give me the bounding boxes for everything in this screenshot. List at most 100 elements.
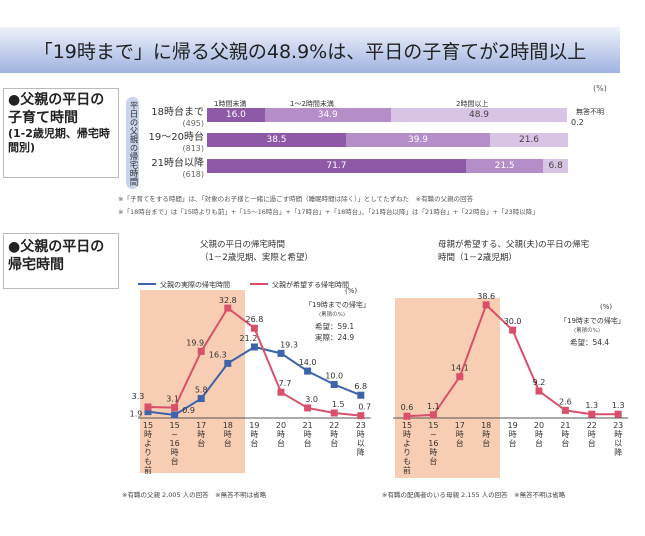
data-label: 14.0 [299,358,317,367]
data-label: 5.8 [195,386,208,395]
footnote: ※有職の配偶者のいる母親 2,155 人の回答 ※無答不明は省略 [382,490,566,499]
data-point [588,410,596,418]
x-tick-label: 15 時よりも前 [143,421,153,475]
stacked-bar: 16.0 34.9 48.9 [207,108,568,122]
bar-segment: 38.5 [207,133,346,147]
data-point [482,301,490,309]
data-label: 0.7 [358,403,371,412]
data-label: 16.3 [209,350,227,359]
data-point [509,326,517,334]
bar-segment: 71.7 [207,159,466,173]
data-point [561,406,569,414]
data-label: 3.3 [132,392,145,401]
sample-count: (495) [182,119,204,128]
legend-item: 1時間未満 [214,100,247,108]
data-label: 1.5 [332,400,345,409]
father-return-chart: 父親の平日の帰宅時間 （1－2歳児期、実際と希望） 15 時よりも前 15 ~16 時台 17… [122,239,371,499]
annotation-sub: (累積の%) [574,326,600,334]
note: ※「子育てをする時間」は、「対象のお子様と一緒に過ごす時間（睡眠時間は除く）」と… [118,195,474,203]
sample-count: (813) [182,144,204,153]
data-point [197,347,205,355]
highlight-region [395,298,500,478]
chart-title: 母親が希望する、父親(夫)の平日の帰宅 [438,239,589,250]
data-label: 1.3 [612,401,625,410]
x-tick-label: 22 時台 [329,421,339,448]
section2-heading: ●父親の平日の帰宅時間 [3,233,119,289]
note: ※「18時台まで」は「15時よりも前」+「15～16時台」+「17時台」+「18… [118,208,539,216]
bar-row-label: 18時台まで (495) [140,107,204,129]
data-point [535,387,543,395]
data-point [171,404,179,412]
data-point [357,391,365,399]
category-label: 18時台まで [151,107,204,118]
data-point [144,403,152,411]
data-label: 1.3 [585,401,598,410]
x-tick-label: 17 時台 [196,421,206,448]
annotation-value: 希望：54.4 [570,337,609,347]
data-label: 10.0 [325,372,343,381]
data-label: 7.7 [279,379,292,388]
unit-label: (%) [345,287,357,295]
stacked-bar: 71.7 21.5 6.8 [207,159,568,173]
category-label: 21時台以降 [151,158,204,169]
chart-title: 父親の平日の帰宅時間 [200,239,285,250]
data-point [456,373,464,381]
data-label: 19.3 [280,340,298,349]
x-tick-label: 17 時台 [455,421,465,448]
x-tick-label: 23 時以降 [356,421,366,457]
x-tick-label: 23 時以降 [613,421,623,457]
legend-label: 父親の実際の帰宅時間 [160,280,230,289]
data-label: 38.6 [477,292,495,301]
x-tick-label: 20 時台 [534,421,544,448]
data-point [304,367,312,375]
data-point [250,324,258,332]
legend-label: 父親が希望する帰宅時間 [272,280,349,289]
data-point [250,343,258,351]
annotation-value: 希望：59.1 [315,321,354,331]
data-point [171,411,179,419]
x-tick-label: 21 時台 [303,421,313,448]
section1-heading-text: ●父親の平日の子育て時間 [8,92,105,126]
category-label: 19～20時台 [148,132,204,143]
data-point [277,349,285,357]
unit-label: (%) [600,303,612,311]
data-point [614,410,622,418]
data-point [224,304,232,312]
chart-subtitle: 時間（1－2歳児期） [438,252,517,263]
section1-heading: ●父親の平日の子育て時間 (1-2歳児期、帰宅時間別) [3,88,119,178]
data-point [330,409,338,417]
bar-segment: 34.9 [264,108,391,122]
highlight-region [140,290,245,473]
data-point [224,359,232,367]
bar-segment: 39.9 [345,133,491,147]
data-point [304,404,312,412]
data-label: 2.6 [559,397,572,406]
x-tick-label: 19 時台 [249,421,259,448]
chart-subtitle: （1－2歳児期、実際と希望） [200,252,313,263]
data-point [197,395,205,403]
data-label: 3.1 [166,395,179,404]
bar-row-label: 21時台以降 (618) [140,158,204,180]
bar-row-label: 19～20時台 (813) [140,132,204,154]
legend-item: 1～2時間未満 [290,100,334,108]
x-tick-label: 18 時台 [481,421,491,448]
data-label: 0.9 [182,406,195,415]
x-tick-label: 18 時台 [223,421,233,448]
data-label: 3.0 [305,395,318,404]
data-point [144,408,152,416]
mother-wish-chart: 母親が希望する、父親(夫)の平日の帰宅時間（1－2歳児期） 15 時よりも前 15 ~1… [382,239,629,499]
data-label: 6.8 [354,382,367,391]
data-label: 14.1 [451,364,469,373]
data-point [357,412,365,420]
bar-segment: 16.0 [207,108,265,122]
data-point [330,381,338,388]
data-label: 26.8 [245,315,263,324]
stacked-bar: 38.5 39.9 21.6 [207,133,568,147]
bar-segment: 48.9 [390,108,568,122]
x-tick-label: 19 時台 [508,421,518,448]
annotation-head: 「19時までの帰宅」 [305,300,370,309]
data-point [403,412,411,420]
bar-segment: 21.6 [490,133,568,147]
x-tick-label: 15 ~16 時台 [428,421,438,466]
x-tick-label: 22 時台 [587,421,597,448]
